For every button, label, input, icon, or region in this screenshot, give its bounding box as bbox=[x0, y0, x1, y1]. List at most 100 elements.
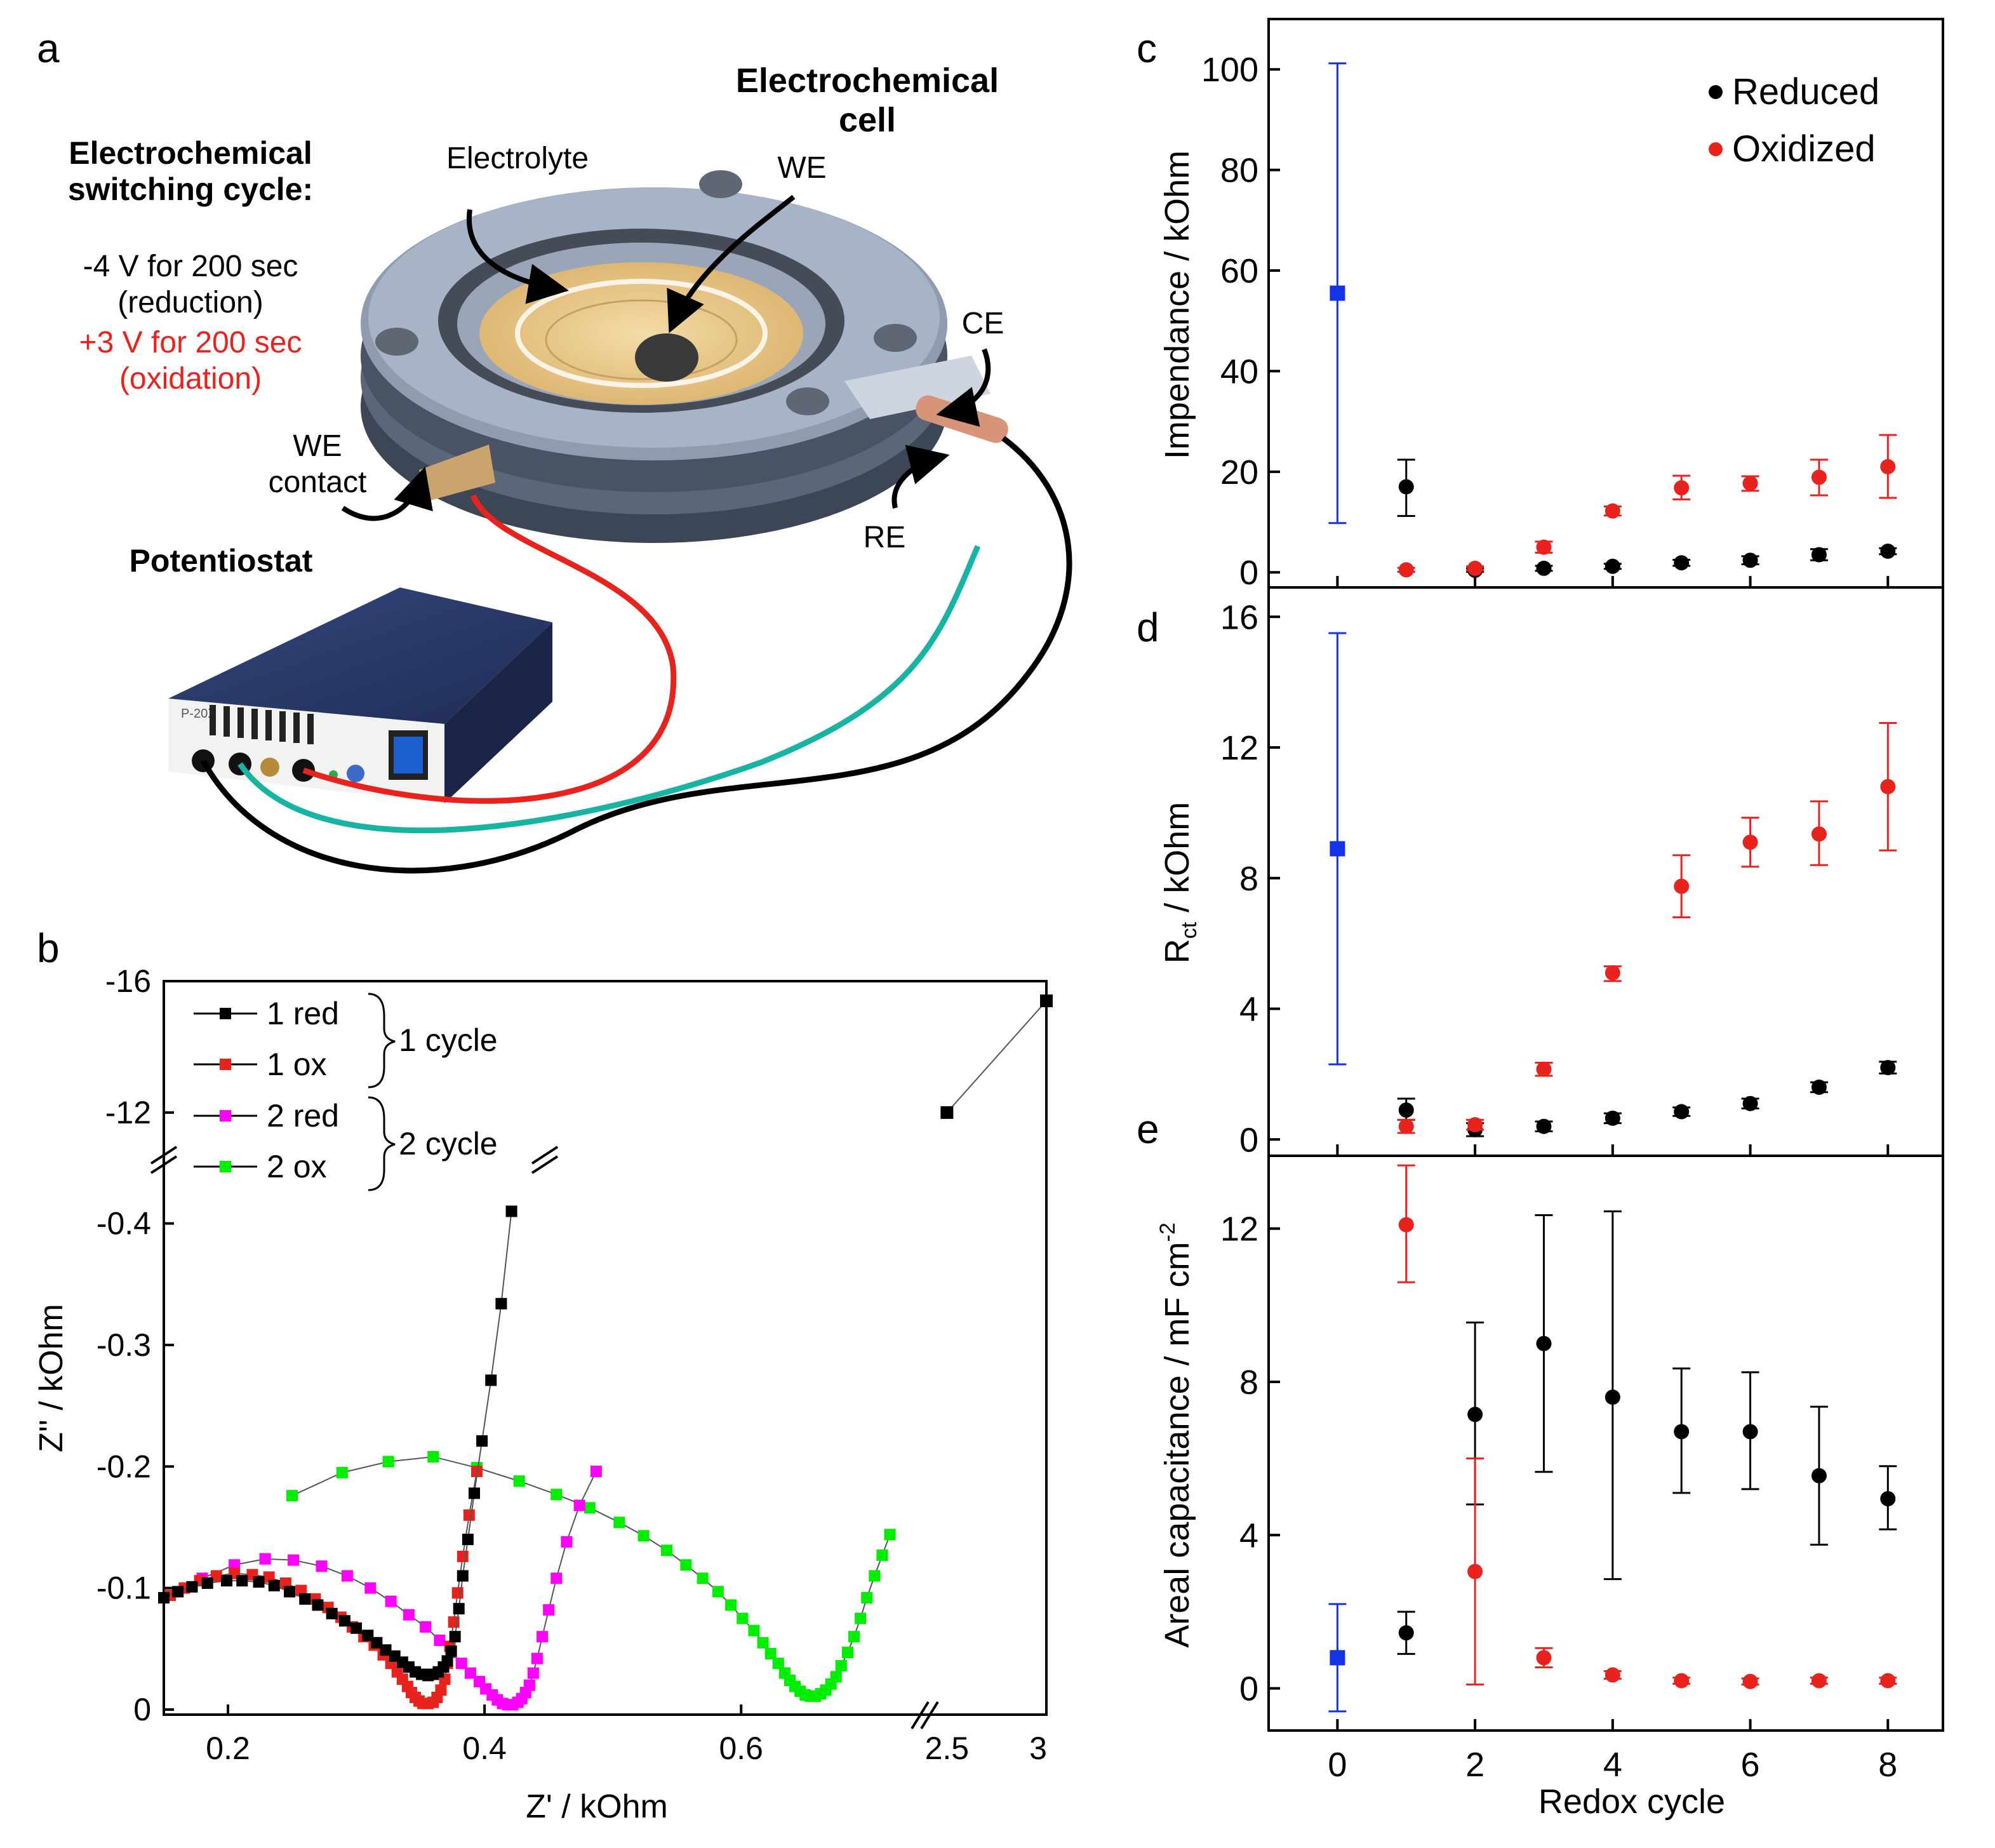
nyquist-data-point bbox=[485, 1374, 497, 1386]
panel-letter-e: e bbox=[1137, 1106, 1159, 1152]
nyquist-data-point bbox=[382, 1456, 394, 1468]
nyquist-data-point bbox=[590, 1465, 602, 1477]
nyquist-data-point bbox=[757, 1637, 769, 1649]
nyquist-data-point bbox=[613, 1517, 625, 1529]
nyquist-data-point bbox=[764, 1647, 777, 1659]
teal-wire bbox=[237, 545, 981, 834]
nyquist-y-tick-label-upper: -12 bbox=[105, 1095, 151, 1130]
data-point bbox=[1605, 1667, 1620, 1683]
y-tick-label: 8 bbox=[1239, 1363, 1258, 1402]
nyquist-data-point bbox=[449, 1631, 461, 1643]
x-tick-label: 6 bbox=[1741, 1746, 1760, 1784]
y-tick-label: 100 bbox=[1201, 51, 1258, 89]
nyquist-data-point bbox=[848, 1631, 860, 1643]
data-point bbox=[1674, 1673, 1690, 1689]
data-point bbox=[1674, 480, 1690, 496]
nyquist-data-point bbox=[380, 1644, 392, 1656]
nyquist-data-point-upper bbox=[1040, 994, 1053, 1008]
nyquist-x-tick-label: 0.6 bbox=[719, 1731, 763, 1766]
panel-letter-a: a bbox=[37, 25, 60, 71]
nyquist-data-point bbox=[462, 1534, 474, 1546]
we-contact-arrow bbox=[341, 466, 433, 521]
nyquist-data-point bbox=[420, 1621, 432, 1633]
data-point bbox=[1605, 503, 1620, 519]
legend-1-ox: 1 ox bbox=[267, 1047, 327, 1082]
nyquist-data-point bbox=[221, 1575, 233, 1587]
data-point bbox=[1536, 539, 1552, 555]
nyquist-x-label: Z' / kOhm bbox=[526, 1788, 668, 1825]
nyquist-data-point bbox=[326, 1607, 338, 1619]
nyquist-series-line-upper bbox=[946, 1000, 1047, 1113]
data-point bbox=[1742, 476, 1758, 492]
data-point-square bbox=[1330, 841, 1345, 857]
nyquist-data-point bbox=[441, 1655, 453, 1667]
nyquist-data-point bbox=[869, 1570, 881, 1582]
nyquist-data-point bbox=[210, 1570, 222, 1582]
nyquist-data-point bbox=[584, 1502, 596, 1514]
nyquist-data-point bbox=[427, 1450, 439, 1463]
nyquist-data-point bbox=[435, 1684, 447, 1696]
nyquist-data-point bbox=[561, 1536, 573, 1548]
data-point bbox=[1811, 469, 1827, 485]
electrolyte-label: Electrolyte bbox=[446, 142, 589, 175]
nyquist-y-label: Z'' / kOhm bbox=[33, 1304, 70, 1452]
data-point bbox=[1811, 1079, 1827, 1095]
data-point bbox=[1811, 547, 1827, 563]
y-tick-label: 8 bbox=[1239, 860, 1258, 898]
data-point bbox=[1605, 558, 1620, 574]
nyquist-x-tick-label-upper: 2.5 bbox=[925, 1731, 970, 1766]
panel-e-y-label: Areal capacitance / mF cm-2 bbox=[1156, 1222, 1196, 1647]
nyquist-y-tick-label: -0.1 bbox=[97, 1570, 151, 1606]
nyquist-data-point bbox=[737, 1612, 749, 1624]
nyquist-data-point bbox=[338, 1615, 350, 1627]
legend-2-ox: 2 ox bbox=[267, 1149, 327, 1184]
nyquist-data-point bbox=[884, 1529, 896, 1541]
data-point bbox=[1398, 562, 1414, 578]
legend-group-1-cycle: 1 cycle bbox=[399, 1022, 498, 1058]
nyquist-data-point bbox=[457, 1570, 469, 1582]
data-point bbox=[1536, 560, 1552, 576]
nyquist-data-point bbox=[288, 1554, 300, 1566]
x-tick-label: 0 bbox=[1328, 1746, 1347, 1784]
data-point bbox=[1467, 1563, 1483, 1579]
data-point bbox=[1880, 459, 1896, 474]
y-tick-label: 4 bbox=[1239, 1517, 1258, 1555]
panel-d-y-label-tail: / kOhm bbox=[1158, 802, 1196, 922]
legend-group-2-cycle: 2 cycle bbox=[399, 1126, 498, 1162]
data-point bbox=[1536, 1061, 1552, 1077]
y-tick-label: 0 bbox=[1239, 1121, 1258, 1159]
nyquist-data-point bbox=[513, 1475, 525, 1487]
electrolyte-arrow bbox=[466, 209, 569, 304]
nyquist-y-tick-label: -0.2 bbox=[97, 1449, 151, 1484]
panel-c-y-label: Impendance / kOhm bbox=[1158, 151, 1196, 459]
we-arrow bbox=[667, 194, 796, 333]
we-label: WE bbox=[777, 151, 826, 185]
nyquist-data-point bbox=[403, 1609, 415, 1621]
nyquist-data-point bbox=[550, 1489, 563, 1501]
nyquist-data-point bbox=[855, 1612, 867, 1624]
panel-letter-d: d bbox=[1137, 605, 1159, 650]
data-point bbox=[1536, 1650, 1552, 1666]
panel-letter-c: c bbox=[1137, 25, 1157, 71]
nyquist-data-point bbox=[537, 1631, 549, 1643]
black-wire bbox=[201, 436, 1072, 874]
panel-e-frame bbox=[1267, 1155, 1944, 1732]
we-contact-label-line2: contact bbox=[269, 465, 367, 499]
cell-title-line2: cell bbox=[839, 101, 896, 139]
data-point bbox=[1605, 965, 1620, 981]
data-point bbox=[1398, 1102, 1414, 1118]
oxidation-step-line2: (oxidation) bbox=[119, 362, 262, 396]
nyquist-data-point bbox=[523, 1679, 535, 1691]
y-tick-label: 16 bbox=[1220, 598, 1258, 636]
data-point bbox=[1880, 543, 1896, 559]
we-contact-label-line1: WE bbox=[293, 429, 342, 463]
data-point bbox=[1467, 1407, 1483, 1423]
data-point bbox=[1398, 479, 1414, 495]
nyquist-data-point bbox=[661, 1544, 673, 1557]
data-point bbox=[1398, 1625, 1414, 1641]
panels-c-d-e: c d e 0 20 40 60 80 100 0 4 8 12 16 0 4 8 12 0 2 4 6 8 Im… bbox=[1137, 18, 1944, 1821]
nyquist-data-point bbox=[364, 1582, 377, 1594]
nyquist-data-point bbox=[464, 1667, 476, 1679]
y-tick-label: 4 bbox=[1239, 991, 1258, 1029]
ce-label: CE bbox=[962, 307, 1004, 340]
